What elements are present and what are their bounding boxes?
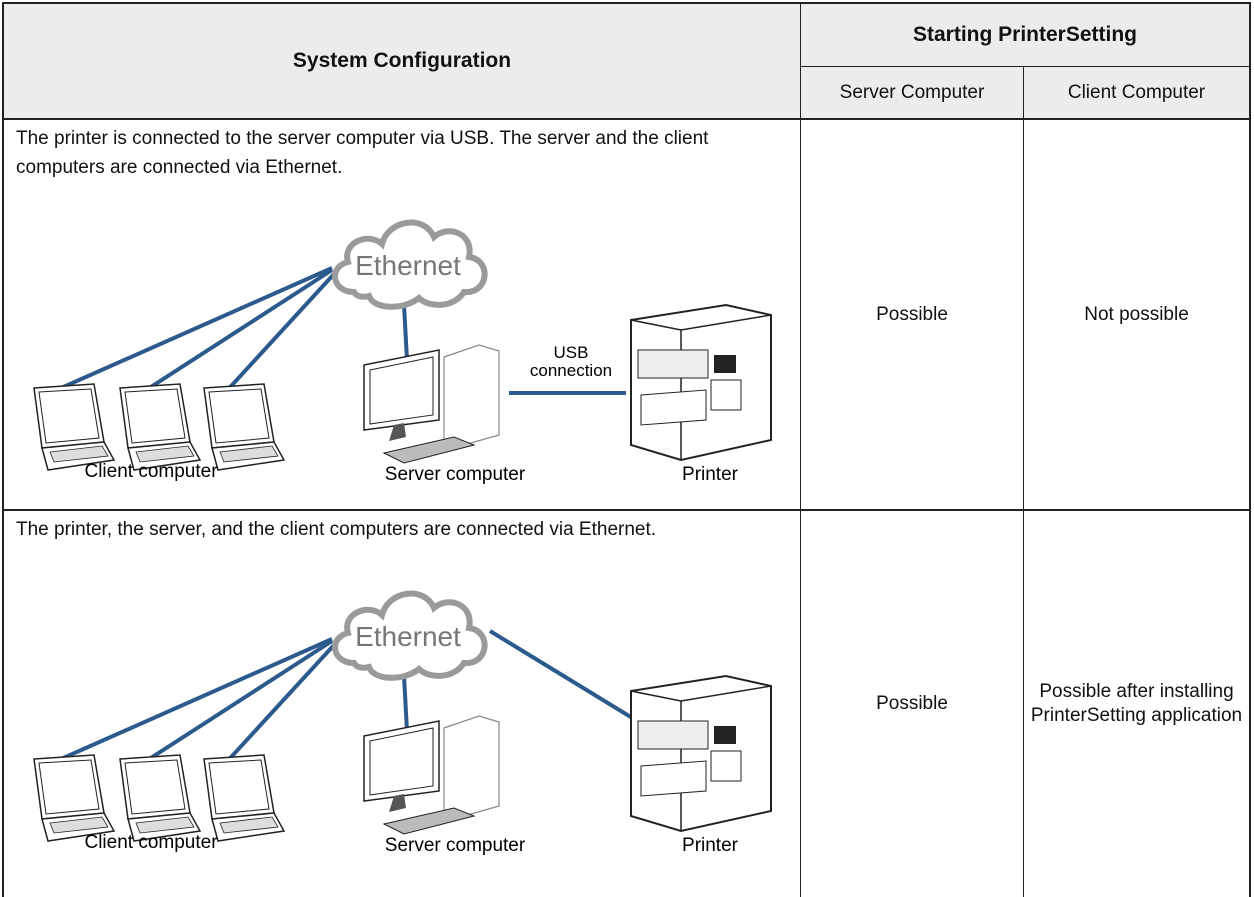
header-bg (2, 2, 1250, 119)
border (2, 118, 1250, 120)
border (800, 66, 1250, 67)
border (2, 509, 1250, 511)
border (2, 2, 4, 897)
border (800, 2, 801, 897)
header-cell: System Configuration (292, 49, 512, 72)
header-cell: Client Computer (1067, 81, 1206, 103)
desktop-icon (363, 715, 500, 835)
header-cell: Starting PrinterSetting (912, 23, 1138, 46)
diagram: Ethernet USB connection Client computer … (33, 200, 772, 485)
laptop-icon (119, 754, 201, 842)
device-label: Printer (682, 464, 739, 485)
network-label: Ethernet (355, 621, 461, 652)
device-label: Client computer (84, 461, 218, 482)
border (1249, 2, 1251, 897)
laptop-icon (33, 383, 115, 471)
laptop-icon (203, 754, 285, 842)
border (1023, 67, 1024, 897)
device-label: Server computer (385, 835, 526, 856)
cell: Possible (876, 303, 948, 325)
printer-icon (630, 304, 772, 461)
diagram: Ethernet Client computer Server computer… (33, 571, 772, 856)
border (2, 2, 1250, 4)
connection-label: USB (554, 343, 589, 362)
connections (51, 266, 626, 398)
cell: Not possible (1084, 303, 1189, 325)
description: The printer is connected to the server c… (16, 128, 709, 178)
device-label: Server computer (385, 464, 526, 485)
printer-icon (630, 675, 772, 832)
laptop-icon (203, 383, 285, 471)
desktop-icon (363, 344, 500, 464)
device-label: Printer (682, 835, 739, 856)
cell: Possible after installing PrinterSetting… (1030, 681, 1243, 726)
laptop-icon (33, 754, 115, 842)
description: The printer, the server, and the client … (16, 519, 657, 540)
device-label: Client computer (84, 832, 218, 853)
laptop-icon (119, 383, 201, 471)
cell: Possible (876, 693, 948, 714)
connection-label: connection (530, 361, 612, 380)
network-label: Ethernet (355, 250, 461, 281)
connections (51, 629, 636, 769)
header-cell: Server Computer (839, 81, 985, 103)
